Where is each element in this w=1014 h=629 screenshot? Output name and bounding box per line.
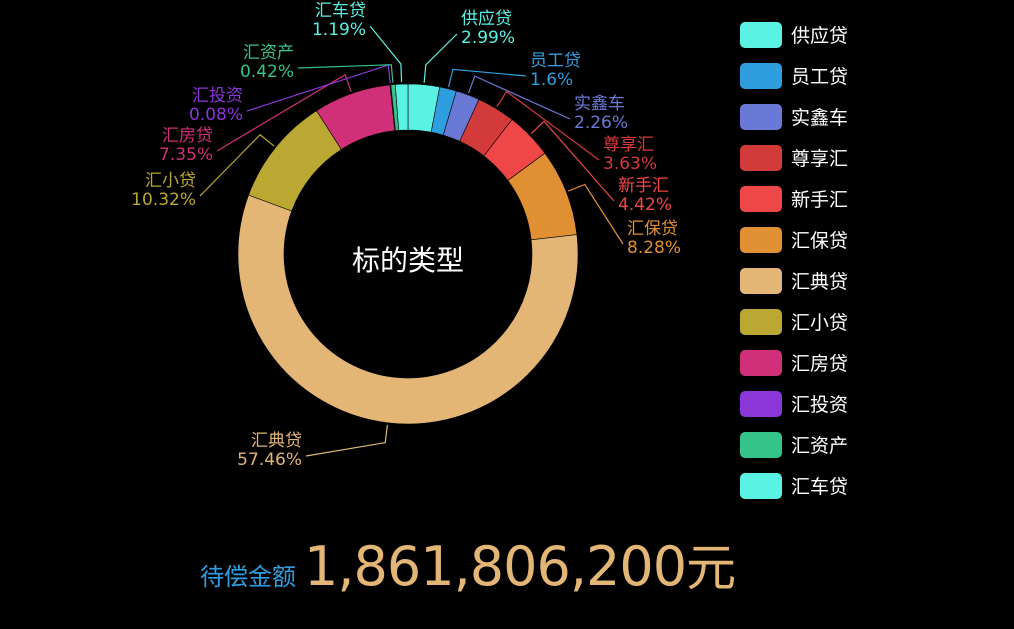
legend-swatch [740,472,782,499]
legend-label: 汇典贷 [791,271,849,293]
slice-percent-尊享汇: 3.63% [603,154,657,174]
legend-item-尊享汇[interactable]: 尊享汇 [740,137,848,178]
slice-label-汇房贷: 汇房贷 [162,126,213,146]
slice-label-尊享汇: 尊享汇 [603,135,654,155]
outstanding-amount: 待偿金额 1,861,806,200 元 [200,528,736,600]
callout-line-汇资产 [297,64,394,83]
legend-swatch [740,185,782,212]
legend-swatch [740,390,782,417]
legend-item-汇投资[interactable]: 汇投资 [740,383,848,424]
callout-line-尊享汇 [496,90,600,161]
slice-percent-新手汇: 4.42% [618,195,672,215]
legend-swatch [740,431,782,458]
slice-percent-汇典贷: 57.46% [237,450,302,470]
slice-label-汇投资: 汇投资 [192,86,243,106]
chart-legend: 供应贷员工贷实鑫车尊享汇新手汇汇保贷汇典贷汇小贷汇房贷汇投资汇资产汇车贷 [740,14,848,506]
slice-percent-员工贷: 1.6% [530,70,573,90]
legend-label: 汇小贷 [791,312,849,334]
legend-label: 汇房贷 [791,353,849,375]
legend-swatch [740,267,782,294]
chart-slices [237,83,579,425]
slice-percent-汇车贷: 1.19% [312,20,366,40]
legend-swatch [740,226,782,253]
slice-label-实鑫车: 实鑫车 [574,94,625,114]
legend-swatch [740,21,782,48]
callout-line-新手汇 [530,120,615,202]
legend-item-汇小贷[interactable]: 汇小贷 [740,301,848,342]
slice-label-汇资产: 汇资产 [243,43,294,63]
legend-label: 汇保贷 [791,230,849,252]
slice-汇典贷[interactable] [237,194,579,425]
legend-label: 新手汇 [791,189,849,211]
callout-line-汇典贷 [305,424,389,457]
slice-percent-实鑫车: 2.26% [574,113,628,133]
legend-item-汇保贷[interactable]: 汇保贷 [740,219,848,260]
legend-swatch [740,144,782,171]
legend-item-汇车贷[interactable]: 汇车贷 [740,465,848,506]
legend-item-汇资产[interactable]: 汇资产 [740,424,848,465]
legend-item-新手汇[interactable]: 新手汇 [740,178,848,219]
outstanding-amount-label: 待偿金额 [200,563,296,591]
callout-line-汇车贷 [369,25,403,83]
callout-line-汇小贷 [199,133,275,197]
legend-item-供应贷[interactable]: 供应贷 [740,14,848,55]
callout-line-汇房贷 [216,73,352,152]
slice-percent-供应贷: 2.99% [461,28,515,48]
legend-label: 实鑫车 [791,107,849,129]
callout-line-汇保贷 [567,183,624,245]
callout-line-员工贷 [447,68,527,87]
legend-item-汇房贷[interactable]: 汇房贷 [740,342,848,383]
slice-label-员工贷: 员工贷 [530,51,581,71]
slice-label-供应贷: 供应贷 [461,9,512,29]
slice-percent-汇房贷: 7.35% [159,145,213,165]
callout-line-实鑫车 [467,75,571,120]
chart-title: 标的类型 [352,244,464,277]
legend-swatch [740,349,782,376]
legend-label: 尊享汇 [791,148,849,170]
outstanding-amount-unit: 元 [686,539,737,597]
legend-item-汇典贷[interactable]: 汇典贷 [740,260,848,301]
outstanding-amount-value: 1,861,806,200 [304,535,687,598]
slice-label-汇典贷: 汇典贷 [251,431,302,451]
legend-item-员工贷[interactable]: 员工贷 [740,55,848,96]
slice-label-汇车贷: 汇车贷 [315,1,366,21]
legend-label: 汇车贷 [791,476,849,498]
legend-item-实鑫车[interactable]: 实鑫车 [740,96,848,137]
slice-汇车贷[interactable] [394,83,409,131]
callout-line-供应贷 [423,33,458,83]
slice-label-汇保贷: 汇保贷 [627,219,678,239]
slice-label-汇小贷: 汇小贷 [145,171,196,191]
legend-swatch [740,62,782,89]
legend-swatch [740,103,782,130]
slice-percent-汇保贷: 8.28% [627,238,681,258]
slice-percent-汇小贷: 10.32% [131,190,196,210]
slice-label-新手汇: 新手汇 [618,176,669,196]
legend-label: 汇资产 [791,435,849,457]
legend-label: 汇投资 [791,394,849,416]
slice-percent-汇投资: 0.08% [189,105,243,125]
legend-label: 员工贷 [791,66,849,88]
slice-percent-汇资产: 0.42% [240,62,294,82]
legend-label: 供应贷 [791,25,849,47]
legend-swatch [740,308,782,335]
